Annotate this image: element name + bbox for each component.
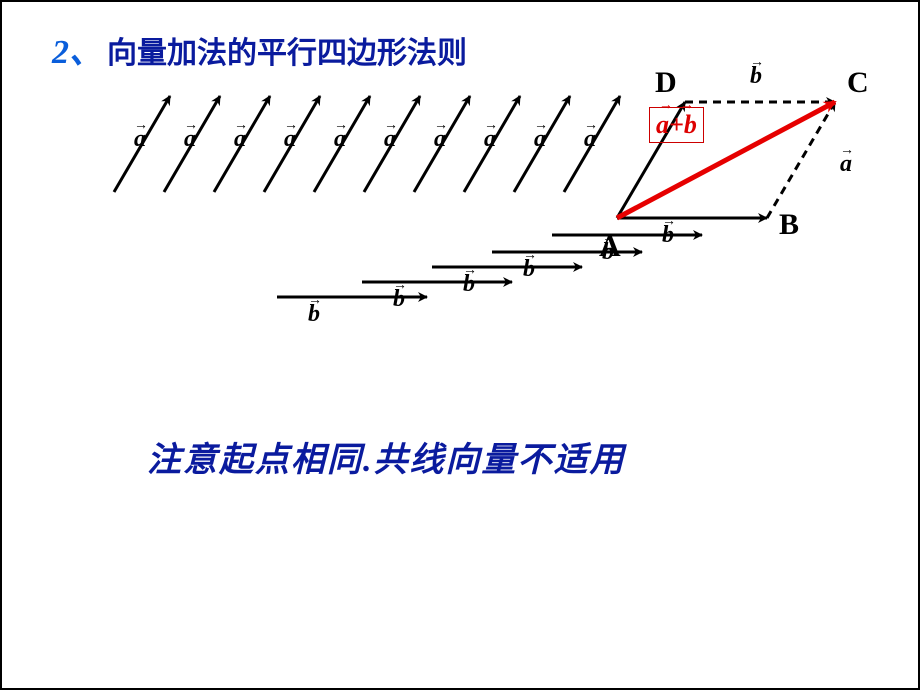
a-vector-label: →a <box>234 124 246 153</box>
b-vector-label: →b <box>463 269 475 298</box>
point-label-b: B <box>779 208 799 242</box>
side-label-a-right: →a <box>840 149 852 178</box>
b-vector-label: →b <box>523 254 535 283</box>
a-vector-label: →a <box>284 124 296 153</box>
a-vector-label: →a <box>134 124 146 153</box>
footer-note: 注意起点相同.共线向量不适用 <box>147 432 626 481</box>
b-vector-label: →b <box>393 284 405 313</box>
a-vector-label: →a <box>484 124 496 153</box>
vector-diagram: →a→a→a→a→a→a→a→a→a→a →b→b→b→b→b→b A B C … <box>62 57 892 337</box>
slide-canvas: 2、向量加法的平行四边形法则 →a→a→a→a→a→a→a→a→a→a →b→b… <box>0 0 920 690</box>
a-vector-label: →a <box>384 124 396 153</box>
side-label-b-top: →b <box>750 61 762 90</box>
resultant-formula-box: → → a+b <box>649 107 704 143</box>
a-vector-label: →a <box>334 124 346 153</box>
a-vector-label: →a <box>584 124 596 153</box>
point-label-d: D <box>655 66 677 100</box>
diagram-svg <box>62 57 892 337</box>
a-vector-label: →a <box>434 124 446 153</box>
b-vector-label: →b <box>308 299 320 328</box>
point-label-a: A <box>599 230 621 264</box>
resultant-formula-text: a+b <box>656 110 697 139</box>
b-vector-label: →b <box>662 220 674 249</box>
a-vector-label: →a <box>534 124 546 153</box>
point-label-c: C <box>847 66 869 100</box>
a-vector-label: →a <box>184 124 196 153</box>
